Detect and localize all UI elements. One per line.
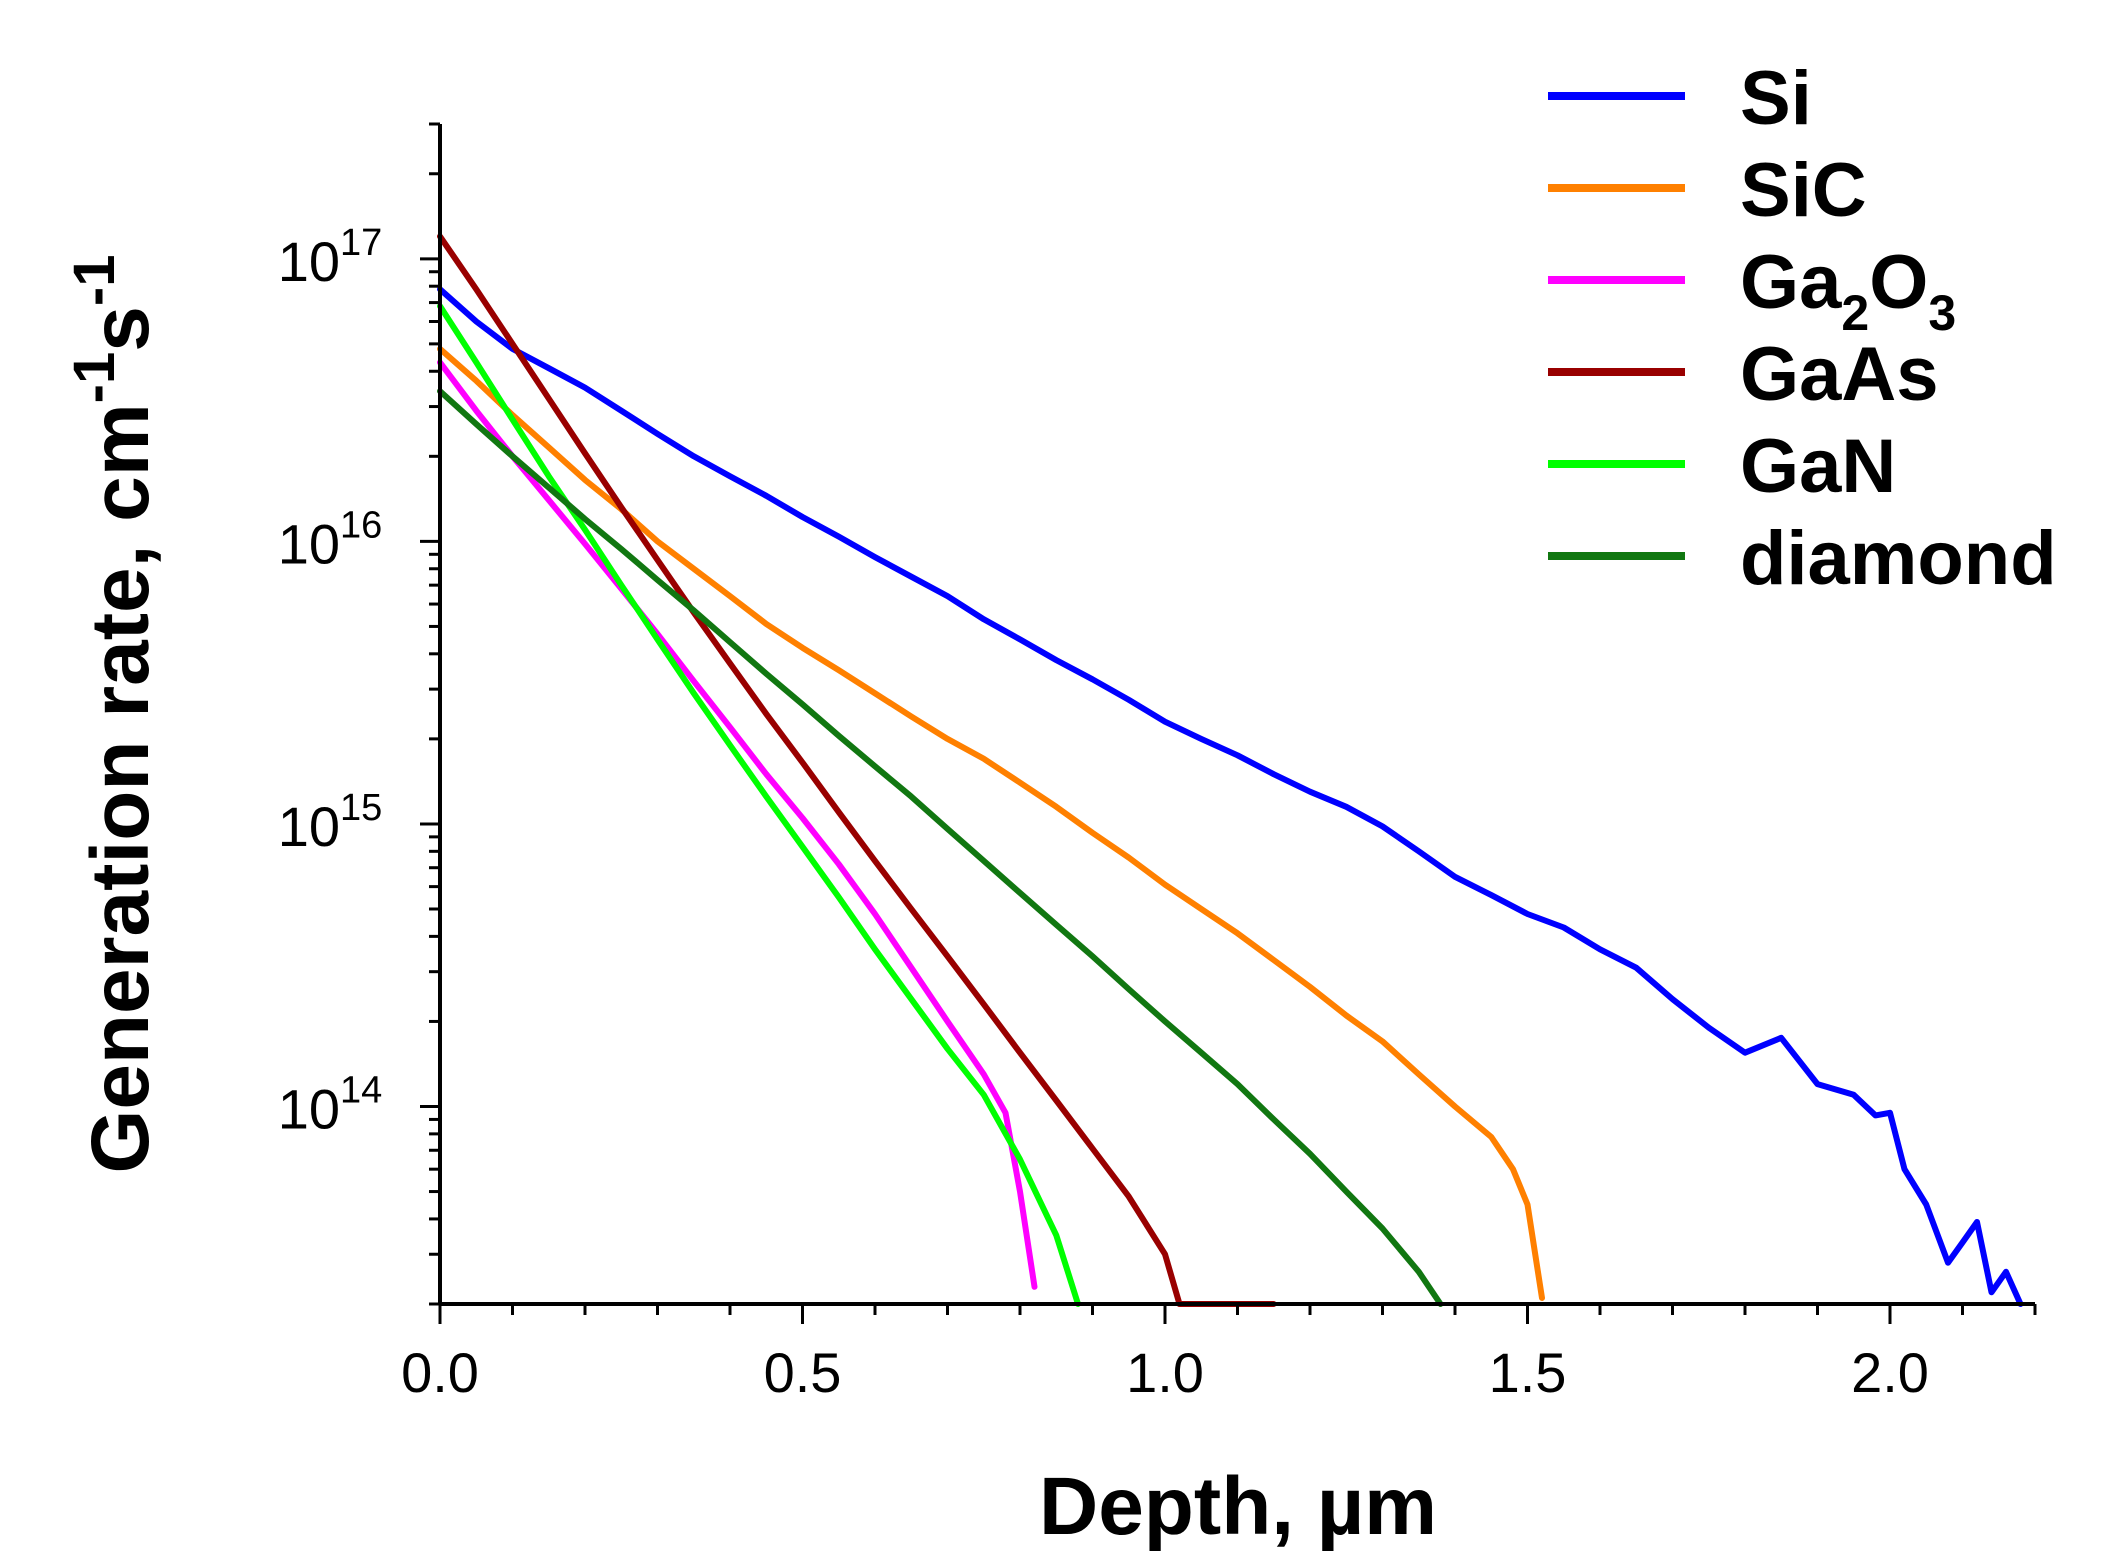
x-axis-title: Depth, µm	[1039, 1461, 1437, 1552]
x-tick-label: 1.0	[1126, 1341, 1204, 1404]
plot-lines	[437, 233, 2024, 1307]
series-line-gaas	[437, 233, 1277, 1307]
series-line-gan	[437, 303, 1081, 1307]
y-tick-label: 1016	[278, 504, 383, 575]
y-tick-label: 1015	[278, 787, 383, 858]
y-tick-label: 1017	[278, 222, 383, 293]
y-axis-title-mid: s	[75, 306, 166, 352]
x-tick-label: 2.0	[1851, 1341, 1929, 1404]
tick-labels: 0.0 0.5 1.0 1.5 2.0 1014 1015 1016 1017	[278, 222, 1929, 1404]
y-axis-title: Generation rate, cm-1s-1	[62, 255, 166, 1174]
x-tick-label: 0.5	[764, 1341, 842, 1404]
series-line-ga2o3	[437, 359, 1038, 1290]
legend-label-ga2o3: Ga2O3	[1740, 240, 1956, 341]
y-axis-title-exp1: -1	[62, 352, 127, 404]
x-tick-label: 0.0	[401, 1341, 479, 1404]
legend-label-diamond: diamond	[1740, 516, 2057, 601]
x-tick-label: 1.5	[1489, 1341, 1567, 1404]
y-axis-title-exp2: -1	[62, 255, 127, 307]
legend-label-sic: SiC	[1740, 148, 1867, 233]
legend-label-gan: GaN	[1740, 424, 1896, 509]
series-line-diamond	[437, 388, 1444, 1307]
y-axis-title-base: Generation rate, cm	[75, 403, 166, 1173]
legend-label-gaas: GaAs	[1740, 332, 1939, 417]
legend-label-si: Si	[1740, 56, 1812, 141]
y-tick-label: 1014	[278, 1069, 383, 1140]
ticks	[420, 122, 2037, 1324]
series-line-si	[437, 286, 2024, 1307]
